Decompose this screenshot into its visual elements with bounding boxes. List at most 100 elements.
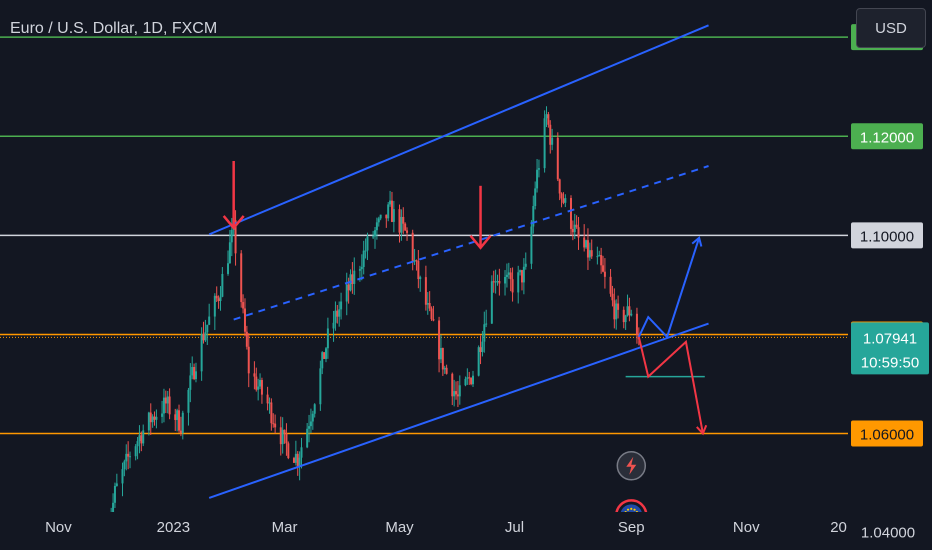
candle-body [162, 397, 165, 414]
candle-body [377, 218, 380, 223]
candle-body [375, 222, 378, 231]
x-tick-label: Mar [272, 519, 298, 536]
candle-body [453, 391, 456, 397]
candle-body [628, 306, 631, 316]
projection-arrowhead [691, 236, 703, 247]
candle-body [142, 430, 145, 444]
candle-body [374, 230, 377, 237]
candle-body [615, 303, 618, 320]
candle-body [308, 426, 311, 429]
candle-body [245, 331, 248, 347]
candle-body [166, 396, 169, 404]
candle-body [585, 240, 588, 248]
eu-star [626, 508, 630, 511]
candle-body [558, 179, 561, 194]
candle-body [283, 429, 286, 434]
x-tick-label: Nov [45, 519, 72, 536]
candle-body [168, 396, 171, 415]
candle-body [590, 250, 593, 257]
candle-body [115, 483, 118, 486]
candle-body [292, 458, 295, 463]
candle-body [624, 315, 627, 323]
candle-body [336, 310, 339, 317]
candle-body [243, 308, 246, 332]
candle-body [240, 253, 243, 303]
candle-body [279, 427, 282, 445]
y-axis: 1.040001.140001.120001.100001.080001.060… [851, 24, 929, 542]
channel-midline [233, 165, 709, 321]
candle-body [112, 502, 115, 519]
candle-body [613, 300, 616, 320]
candle-body [285, 433, 288, 444]
candle-body [483, 324, 486, 342]
candle-body [147, 412, 150, 431]
lightning-icon[interactable] [616, 451, 647, 481]
candle-body [504, 276, 507, 284]
candle-body [311, 413, 314, 422]
projection-arrowhead [696, 424, 708, 436]
candle-body [424, 277, 427, 305]
candle-body [586, 240, 589, 258]
candle-body [191, 366, 194, 376]
candle-body [470, 378, 473, 385]
countdown-label: 10:59:50 [861, 354, 919, 371]
candle-body [200, 334, 203, 372]
price-level-badge [851, 222, 923, 249]
candle-body [441, 348, 444, 370]
candle-body [287, 443, 290, 459]
x-tick-label: Jul [505, 519, 524, 536]
x-tick-label: May [385, 519, 414, 536]
candle-body [266, 394, 269, 404]
candle-body [151, 416, 154, 423]
candle-body [439, 348, 442, 360]
candle-body [455, 391, 458, 395]
candle-body [451, 373, 454, 397]
candle-body [387, 204, 390, 219]
candle-body [164, 397, 167, 404]
candle-body [534, 188, 537, 207]
candle-body [127, 453, 130, 457]
x-tick-label: Nov [733, 519, 760, 536]
candle-body [178, 410, 181, 431]
candle-body [298, 457, 301, 467]
candle-body [372, 236, 375, 238]
x-tick-label: 20 [830, 519, 847, 536]
candle-body [313, 404, 316, 414]
candle-body [404, 223, 407, 231]
candle-body [204, 332, 207, 341]
candle-body [496, 281, 499, 283]
candle-body [536, 169, 539, 189]
candle-body [571, 228, 574, 233]
candle-body [181, 412, 184, 434]
candle-body [340, 301, 343, 310]
candle-body [347, 284, 350, 291]
x-axis-band [0, 512, 932, 550]
y-tick-label: 1.04000 [861, 525, 915, 542]
candle-body [259, 380, 262, 387]
candle-body [362, 250, 365, 267]
candle-body [217, 298, 220, 302]
candle-body [189, 375, 192, 390]
current-price-label: 1.07941 [863, 330, 917, 347]
candle-body [206, 324, 209, 333]
candle-body [537, 168, 540, 170]
candle-body [507, 272, 510, 275]
candle-body [560, 193, 563, 199]
candle-body [390, 200, 393, 222]
candle-body [520, 270, 523, 283]
candle-body [389, 200, 392, 205]
candle-body [121, 469, 124, 484]
candle-body [413, 260, 416, 262]
currency-button[interactable]: USD [856, 8, 926, 48]
candle-body [511, 279, 514, 293]
price-level-badge [851, 420, 923, 447]
candle-body [385, 214, 388, 219]
chart-title: Euro / U.S. Dollar, 1D, FXCM [10, 20, 218, 37]
candle-body [415, 260, 418, 262]
candle-body [215, 295, 218, 299]
candle-body [419, 277, 422, 280]
candle-body [532, 206, 535, 227]
candle-body [485, 323, 488, 325]
candle-body [300, 447, 303, 458]
